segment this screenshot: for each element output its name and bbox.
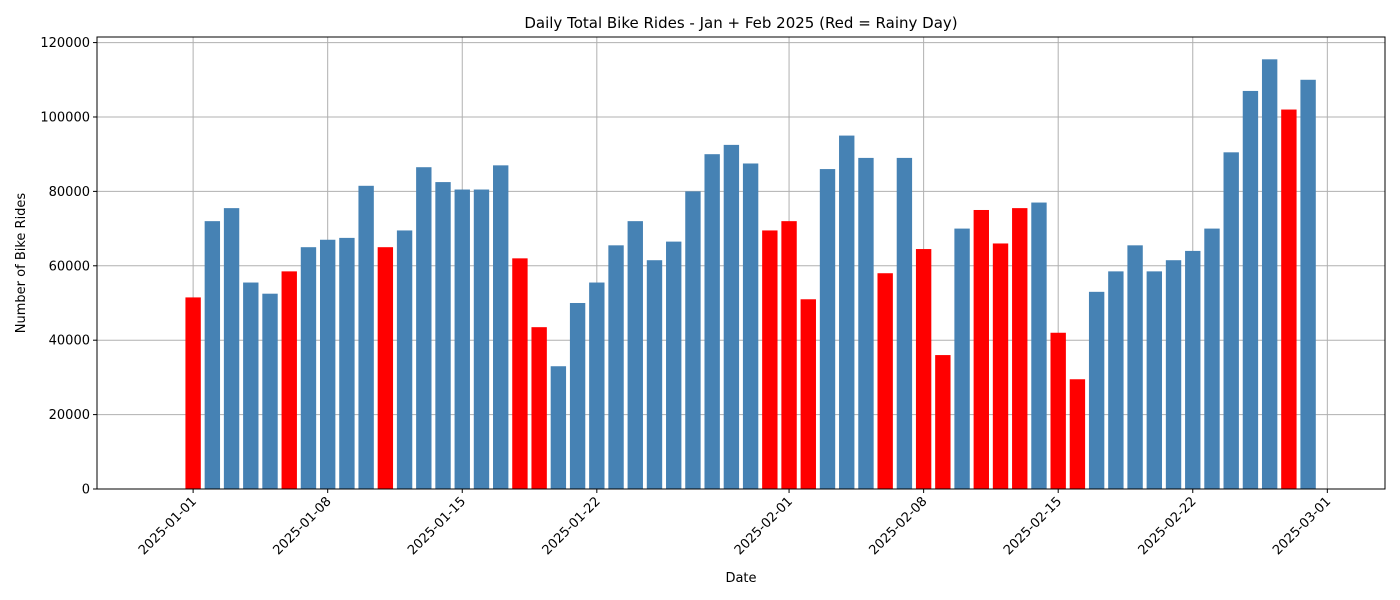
bar-rainy-day	[992, 243, 1009, 489]
bar-rainy-day	[185, 297, 201, 489]
bar-dry-day	[223, 208, 240, 490]
y-axis: 0 20000 40000 60000 80000 100000 120000	[40, 36, 97, 498]
x-axis: 2025-01-01 2025-01-08 2025-01-15 2025-01-22…	[136, 489, 1334, 558]
bar-dry-day	[493, 165, 509, 489]
y-tick-label: 60000	[49, 259, 90, 274]
bar-dry-day	[839, 135, 855, 490]
bar-rainy-day	[1281, 109, 1297, 489]
y-tick-label: 120000	[40, 36, 90, 51]
bar-rainy-day	[973, 209, 989, 489]
bar-dry-day	[473, 189, 490, 490]
bar-dry-day	[339, 237, 355, 489]
bar-rainy-day	[781, 221, 797, 490]
x-tick-label: 2025-02-22	[1136, 494, 1200, 558]
bar-dry-day	[1185, 250, 1201, 489]
bar-dry-day	[1146, 271, 1163, 489]
bar-dry-day	[1088, 291, 1105, 489]
bar-dry-day	[589, 282, 605, 489]
bar-dry-day	[819, 169, 836, 489]
x-tick-label: 2025-01-22	[540, 494, 604, 558]
bar-dry-day	[666, 241, 682, 489]
x-tick-label: 2025-02-08	[866, 494, 930, 558]
y-tick-label: 20000	[49, 408, 90, 423]
bar-dry-day	[262, 293, 278, 489]
bar-rainy-day	[377, 247, 394, 489]
bar-dry-day	[723, 144, 740, 490]
bar-dry-day	[319, 239, 336, 489]
bar-dry-day	[454, 189, 470, 490]
x-tick-label: 2025-02-15	[1001, 494, 1065, 558]
bars-group	[185, 59, 1316, 490]
x-axis-label: Date	[725, 571, 756, 586]
bar-rainy-day	[512, 258, 528, 489]
bar-dry-day	[608, 245, 624, 489]
bar-dry-day	[685, 191, 701, 489]
y-tick-label: 100000	[40, 110, 90, 125]
bar-rainy-day	[1069, 379, 1086, 489]
bar-dry-day	[1165, 260, 1182, 489]
x-tick-label: 2025-01-15	[405, 494, 469, 558]
bar-rainy-day	[1050, 332, 1066, 489]
chart-title: Daily Total Bike Rides - Jan + Feb 2025 …	[524, 14, 957, 32]
y-tick-label: 80000	[49, 185, 90, 200]
bar-dry-day	[204, 221, 221, 490]
bar-rainy-day	[800, 299, 816, 489]
y-tick-label: 0	[82, 483, 90, 498]
bar-dry-day	[1242, 90, 1259, 490]
bar-rainy-day	[531, 327, 547, 489]
bar-dry-day	[1031, 202, 1047, 490]
x-tick-label: 2025-02-01	[732, 494, 796, 558]
bar-dry-day	[550, 366, 567, 489]
bar-dry-day	[569, 302, 586, 489]
bar-rainy-day	[1012, 208, 1028, 490]
bar-dry-day	[1300, 79, 1316, 489]
y-tick-label: 40000	[49, 334, 90, 349]
bar-dry-day	[416, 167, 432, 490]
bar-rainy-day	[915, 249, 932, 489]
bar-rainy-day	[935, 355, 951, 489]
bar-dry-day	[896, 157, 913, 490]
bar-dry-day	[1108, 271, 1124, 489]
x-tick-label: 2025-01-08	[270, 494, 334, 558]
bar-dry-day	[300, 247, 317, 489]
bar-dry-day	[742, 163, 759, 489]
bar-dry-day	[1223, 152, 1239, 489]
bar-dry-day	[435, 182, 451, 489]
bar-dry-day	[704, 154, 720, 489]
bar-dry-day	[954, 228, 970, 489]
bar-dry-day	[627, 221, 643, 490]
bar-rainy-day	[877, 273, 893, 489]
bar-dry-day	[243, 282, 259, 489]
bar-dry-day	[1261, 59, 1278, 490]
x-tick-label: 2025-03-01	[1270, 494, 1334, 558]
bar-rainy-day	[281, 271, 297, 489]
plot-frame	[96, 36, 1386, 490]
bar-dry-day	[858, 157, 874, 490]
bar-dry-day	[646, 260, 663, 489]
bar-rainy-day	[762, 230, 778, 490]
bar-dry-day	[1204, 228, 1220, 489]
y-axis-label: Number of Bike Rides	[14, 193, 29, 334]
bar-dry-day	[1127, 245, 1143, 489]
x-tick-label: 2025-01-01	[136, 494, 200, 558]
bar-dry-day	[396, 230, 413, 490]
bar-dry-day	[358, 185, 374, 489]
